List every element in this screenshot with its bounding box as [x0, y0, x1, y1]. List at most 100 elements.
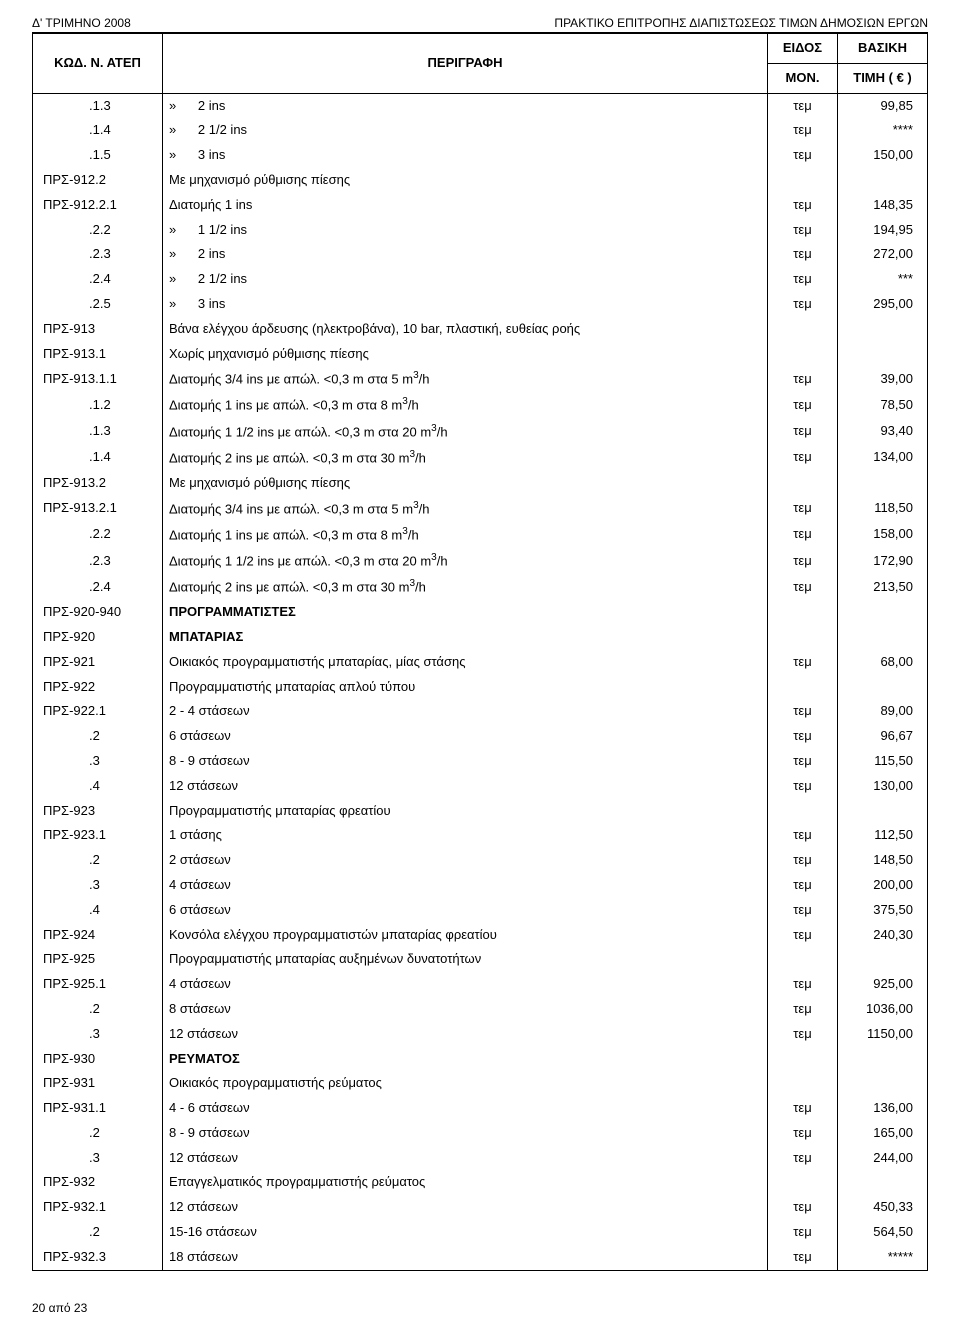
page-footer: 20 από 23: [32, 1271, 928, 1315]
cell-code: ΠΡΣ-920-940: [33, 600, 163, 625]
cell-unit: [768, 471, 838, 496]
cell-desc: Διατομής 2 ins με απώλ. <0,3 m στα 30 m3…: [163, 574, 768, 600]
th-unit-l1: ΕΙΔΟΣ: [768, 34, 838, 64]
cell-price: 272,00: [838, 242, 928, 267]
cell-code: ΠΡΣ-925: [33, 947, 163, 972]
cell-unit: τεμ: [768, 749, 838, 774]
table-row: .215-16 στάσεωντεμ564,50: [33, 1220, 928, 1245]
cell-unit: [768, 317, 838, 342]
table-row: ΠΡΣ-922Προγραμματιστής μπαταρίας απλού τ…: [33, 675, 928, 700]
cell-desc: 12 στάσεων: [163, 774, 768, 799]
table-row: ΠΡΣ-923Προγραμματιστής μπαταρίας φρεατίο…: [33, 799, 928, 824]
cell-unit: τεμ: [768, 193, 838, 218]
cell-code: ΠΡΣ-932: [33, 1170, 163, 1195]
table-row: ΠΡΣ-925Προγραμματιστής μπαταρίας αυξημέν…: [33, 947, 928, 972]
table-row: .1.4Διατομής 2 ins με απώλ. <0,3 m στα 3…: [33, 445, 928, 471]
cell-code: ΠΡΣ-912.2.1: [33, 193, 163, 218]
cell-code: .1.4: [33, 445, 163, 471]
cell-desc: Προγραμματιστής μπαταρίας αυξημένων δυνα…: [163, 947, 768, 972]
table-row: ΠΡΣ-913.1Χωρίς μηχανισμό ρύθμισης πίεσης: [33, 342, 928, 367]
cell-price: 96,67: [838, 724, 928, 749]
cell-desc: » 1 1/2 ins: [163, 218, 768, 243]
cell-desc: 1 στάσης: [163, 823, 768, 848]
table-row: ΠΡΣ-931Οικιακός προγραμματιστής ρεύματος: [33, 1071, 928, 1096]
cell-price: [838, 1047, 928, 1072]
cell-unit: τεμ: [768, 496, 838, 522]
cell-price: [838, 625, 928, 650]
cell-price: 89,00: [838, 699, 928, 724]
cell-desc: Κονσόλα ελέγχου προγραμματιστών μπαταρία…: [163, 923, 768, 948]
cell-price: 93,40: [838, 419, 928, 445]
cell-desc: 12 στάσεων: [163, 1195, 768, 1220]
cell-code: .2.3: [33, 548, 163, 574]
cell-code: ΠΡΣ-923: [33, 799, 163, 824]
cell-desc: 15-16 στάσεων: [163, 1220, 768, 1245]
cell-price: 1036,00: [838, 997, 928, 1022]
cell-desc: 2 στάσεων: [163, 848, 768, 873]
th-unit-l2: ΜΟΝ.: [768, 63, 838, 93]
cell-code: ΠΡΣ-922.1: [33, 699, 163, 724]
cell-price: 134,00: [838, 445, 928, 471]
cell-unit: τεμ: [768, 1121, 838, 1146]
cell-desc: Βάνα ελέγχου άρδευσης (ηλεκτροβάνα), 10 …: [163, 317, 768, 342]
cell-price: [838, 600, 928, 625]
cell-price: [838, 1170, 928, 1195]
cell-desc: Διατομής 2 ins με απώλ. <0,3 m στα 30 m3…: [163, 445, 768, 471]
cell-price: [838, 168, 928, 193]
table-row: ΠΡΣ-931.14 - 6 στάσεωντεμ136,00: [33, 1096, 928, 1121]
cell-price: 165,00: [838, 1121, 928, 1146]
cell-code: .1.2: [33, 392, 163, 418]
cell-desc: 12 στάσεων: [163, 1022, 768, 1047]
cell-code: .2: [33, 1220, 163, 1245]
table-row: .312 στάσεωντεμ1150,00: [33, 1022, 928, 1047]
cell-price: 244,00: [838, 1146, 928, 1171]
cell-code: ΠΡΣ-912.2: [33, 168, 163, 193]
cell-price: 200,00: [838, 873, 928, 898]
cell-unit: τεμ: [768, 997, 838, 1022]
table-row: .2.2Διατομής 1 ins με απώλ. <0,3 m στα 8…: [33, 522, 928, 548]
table-row: ΠΡΣ-932.318 στάσεωντεμ*****: [33, 1245, 928, 1270]
cell-price: 194,95: [838, 218, 928, 243]
cell-unit: τεμ: [768, 366, 838, 392]
cell-unit: τεμ: [768, 774, 838, 799]
cell-price: [838, 1071, 928, 1096]
cell-desc: Διατομής 1 ins με απώλ. <0,3 m στα 8 m3/…: [163, 522, 768, 548]
cell-price: 148,50: [838, 848, 928, 873]
table-row: .2.4» 2 1/2 insτεμ***: [33, 267, 928, 292]
table-row: .34 στάσεωντεμ200,00: [33, 873, 928, 898]
cell-desc: ΡΕΥΜΑΤΟΣ: [163, 1047, 768, 1072]
cell-code: .2: [33, 724, 163, 749]
cell-price: 240,30: [838, 923, 928, 948]
cell-desc: 8 στάσεων: [163, 997, 768, 1022]
cell-price: 78,50: [838, 392, 928, 418]
header-right: ΠΡΑΚΤΙΚΟ ΕΠΙΤΡΟΠΗΣ ΔΙΑΠΙΣΤΩΣΕΩΣ ΤΙΜΩΝ ΔΗ…: [554, 16, 928, 30]
table-row: ΠΡΣ-912.2Με μηχανισμό ρύθμισης πίεσης: [33, 168, 928, 193]
cell-unit: [768, 1071, 838, 1096]
table-row: ΠΡΣ-913.2.1Διατομής 3/4 ins με απώλ. <0,…: [33, 496, 928, 522]
table-row: ΠΡΣ-922.12 - 4 στάσεωντεμ89,00: [33, 699, 928, 724]
cell-code: .2.2: [33, 522, 163, 548]
price-table: ΚΩΔ. Ν. ΑΤΕΠ ΠΕΡΙΓΡΑΦΗ ΕΙΔΟΣ ΒΑΣΙΚΗ ΜΟΝ.…: [32, 33, 928, 1271]
cell-price: 925,00: [838, 972, 928, 997]
cell-code: .3: [33, 1146, 163, 1171]
cell-price: 118,50: [838, 496, 928, 522]
cell-code: .1.3: [33, 419, 163, 445]
cell-unit: τεμ: [768, 267, 838, 292]
cell-desc: » 2 1/2 ins: [163, 267, 768, 292]
cell-unit: [768, 625, 838, 650]
cell-code: ΠΡΣ-920: [33, 625, 163, 650]
cell-price: 136,00: [838, 1096, 928, 1121]
cell-unit: τεμ: [768, 1220, 838, 1245]
table-row: ΠΡΣ-912.2.1Διατομής 1 insτεμ148,35: [33, 193, 928, 218]
cell-price: 1150,00: [838, 1022, 928, 1047]
cell-unit: [768, 799, 838, 824]
cell-code: .2: [33, 997, 163, 1022]
cell-code: .2.4: [33, 267, 163, 292]
cell-code: ΠΡΣ-930: [33, 1047, 163, 1072]
cell-desc: Οικιακός προγραμματιστής μπαταρίας, μίας…: [163, 650, 768, 675]
cell-price: [838, 799, 928, 824]
cell-desc: 4 - 6 στάσεων: [163, 1096, 768, 1121]
cell-unit: τεμ: [768, 574, 838, 600]
cell-unit: [768, 342, 838, 367]
cell-desc: ΠΡΟΓΡΑΜΜΑΤΙΣΤΕΣ: [163, 600, 768, 625]
